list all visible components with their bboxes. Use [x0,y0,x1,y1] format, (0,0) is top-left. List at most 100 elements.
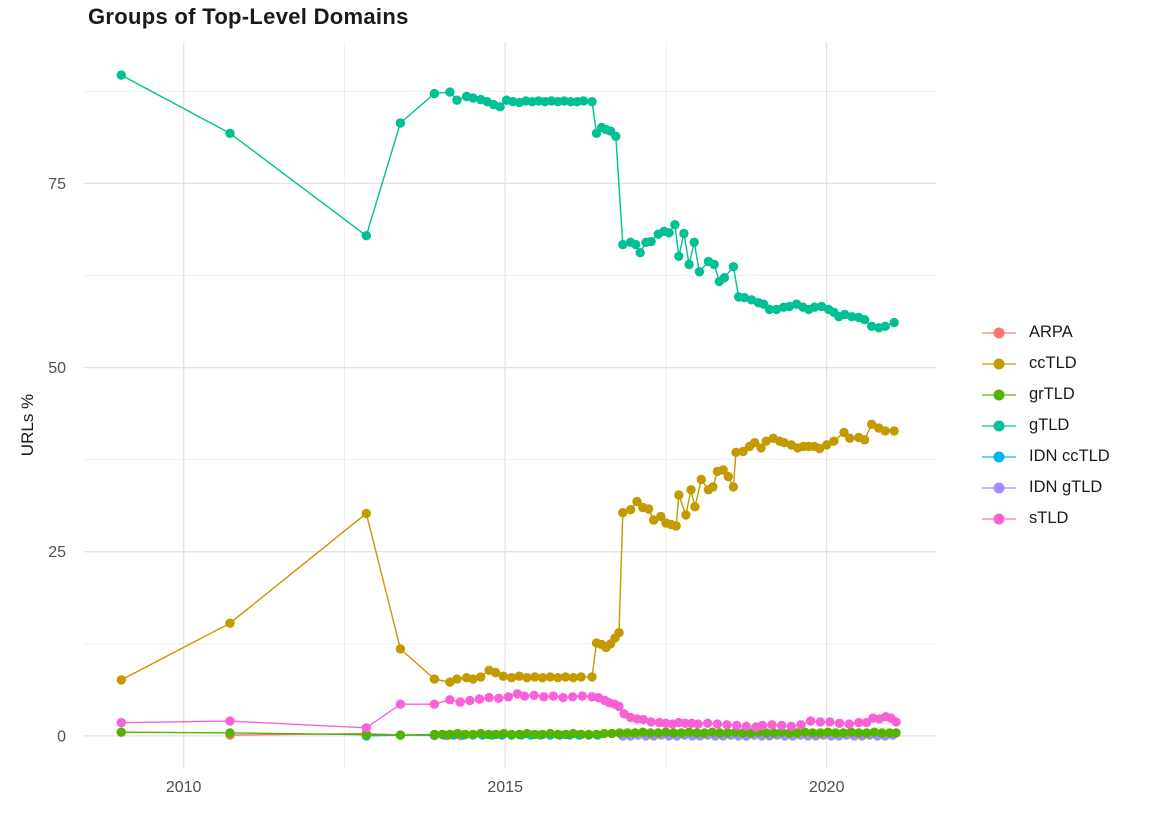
data-point [545,728,555,739]
data-point [761,436,771,446]
data-point [568,692,578,702]
data-point [116,675,127,685]
data-point [553,673,563,683]
data-point [656,511,666,522]
data-point [880,321,890,331]
data-point [361,231,371,241]
data-point [483,729,494,740]
data-point [452,674,462,684]
data-point [560,729,571,740]
y-axis-labels: 0 25 50 75 [48,176,66,745]
data-point [618,508,628,518]
data-point [867,419,877,429]
data-point [506,729,517,740]
data-point [495,102,505,112]
data-point [867,321,877,331]
data-point [831,728,841,738]
data-point [361,508,371,519]
data-point [750,438,760,448]
data-point [395,730,406,740]
data-point [693,719,703,729]
data-point [823,727,833,737]
y-tick-label: 75 [48,176,66,193]
data-point [741,721,751,731]
data-point [771,304,782,315]
data-point [723,728,733,738]
data-point [694,267,705,277]
data-point [468,729,478,740]
data-point [455,697,465,707]
data-point [854,717,864,728]
data-point [468,93,478,103]
data-point [225,128,235,138]
data-point [838,728,849,738]
data-point [578,96,589,106]
data-point [584,729,594,740]
data-point [361,730,371,740]
legend-item-cctld: ccTLD [982,348,1110,379]
data-point [635,248,645,258]
data-point [829,436,839,446]
data-point [539,692,549,702]
data-point [880,426,890,436]
data-point [686,485,696,495]
data-point [679,228,689,239]
data-point [395,699,406,709]
legend-item-grtld: grTLD [982,379,1110,410]
data-point [712,719,723,729]
data-point [599,728,609,739]
data-point [611,131,621,141]
data-point [512,689,523,699]
series-cctld [116,419,899,687]
legend-key-icon [982,358,1016,370]
data-point [429,729,440,740]
data-point [225,618,235,628]
data-point [576,672,586,682]
data-point [784,301,795,312]
data-point [684,259,694,270]
data-point [395,118,406,128]
data-point [587,672,597,682]
data-point [869,727,879,737]
data-point [614,701,624,712]
data-point [719,273,730,283]
data-point [494,693,504,703]
data-point [840,309,850,320]
data-point [891,717,901,727]
data-point [732,720,742,731]
y-tick-label: 0 [57,728,66,745]
data-point [530,672,540,682]
data-point [643,504,654,514]
data-point [506,673,517,683]
data-point [834,718,845,728]
data-point [465,695,475,706]
data-point [809,302,820,312]
data-point [591,729,602,740]
data-point [847,312,857,322]
data-point [764,304,775,315]
data-point [708,482,718,492]
data-point [614,728,625,738]
data-point [796,720,806,730]
data-point [728,262,739,272]
data-point [618,239,628,250]
data-point [674,490,684,500]
data-point [553,729,563,740]
legend-label: gTLD [1029,416,1070,434]
data-point [460,729,470,740]
data-point [707,727,717,737]
legend-label: ARPA [1029,323,1073,341]
data-point [490,667,501,678]
data-point [877,728,887,738]
data-point [681,510,691,520]
data-point [468,674,478,684]
data-point [646,236,656,247]
data-point [889,317,899,328]
data-point [779,438,789,448]
data-point [891,728,901,738]
data-point [568,673,578,683]
data-point [807,728,818,738]
data-point [429,88,440,99]
data-point [800,727,810,737]
